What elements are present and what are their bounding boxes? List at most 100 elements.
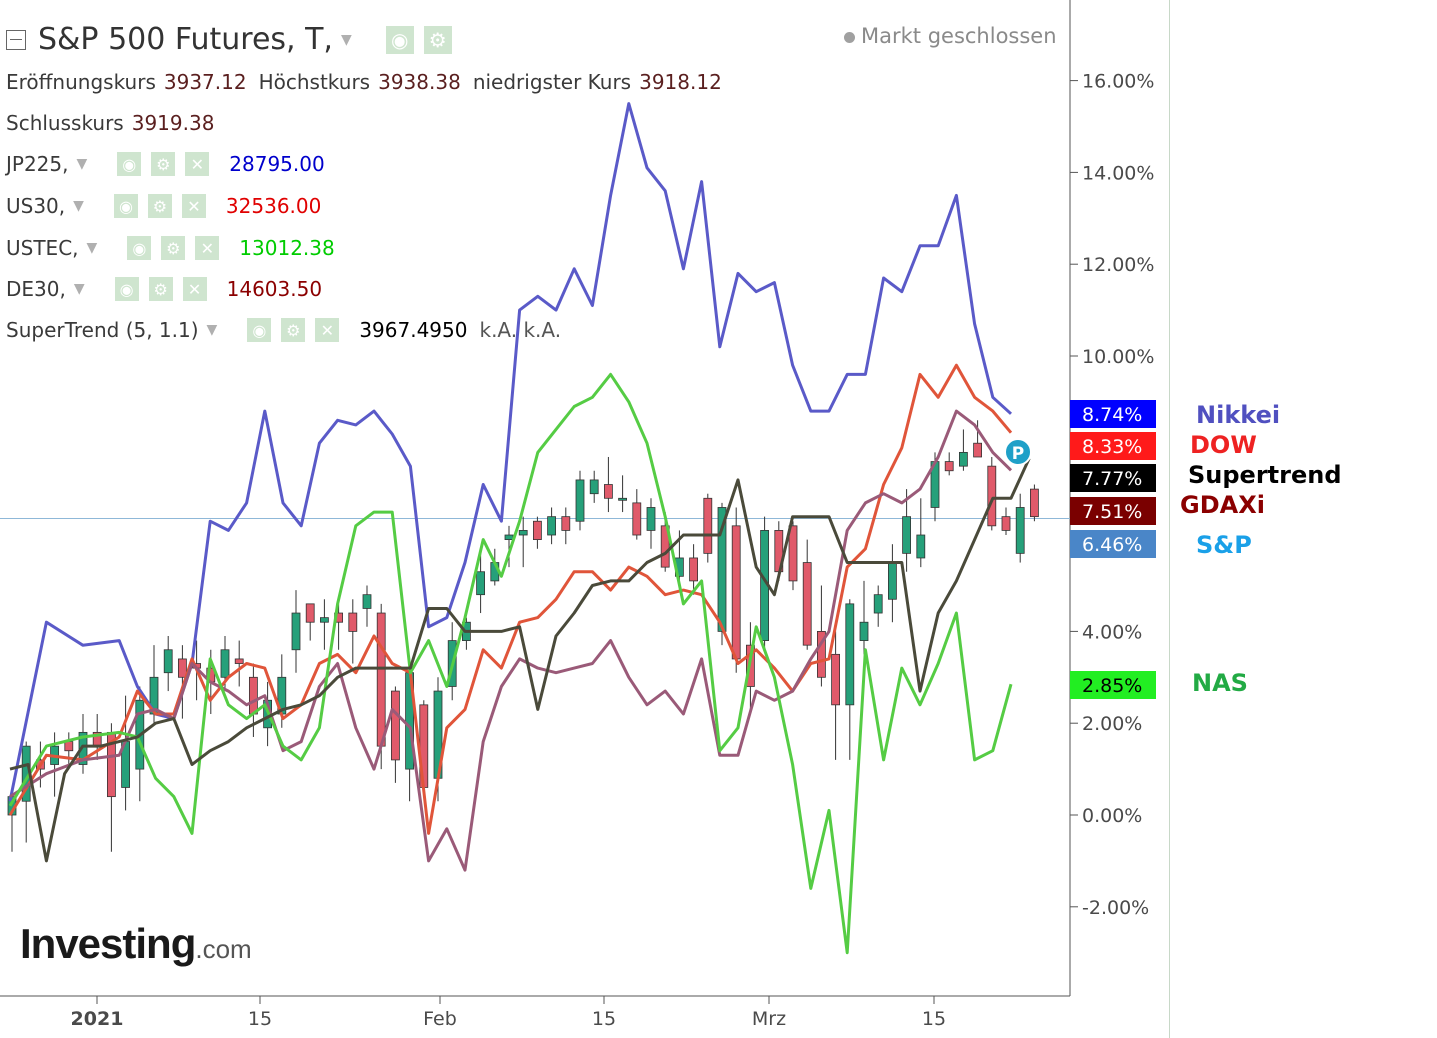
candle-body	[802, 562, 812, 646]
candle-body	[518, 530, 528, 536]
eye-icon[interactable]: ◉	[114, 277, 139, 301]
price-tag-label: 7.51%	[1082, 501, 1142, 523]
close-icon[interactable]: ✕	[182, 277, 207, 301]
x-tick-label: Feb	[423, 1008, 457, 1030]
candle-body	[390, 690, 400, 761]
candle-body	[248, 676, 258, 715]
candle-body	[845, 603, 855, 706]
candle-body	[873, 594, 883, 614]
indicator-name: JP225,	[6, 152, 69, 176]
eye-icon[interactable]: ◉	[113, 194, 138, 218]
gear-icon[interactable]: ⚙	[147, 194, 172, 218]
chevron-down-icon[interactable]: ▼	[73, 281, 85, 297]
candle-body	[504, 534, 514, 541]
chevron-down-icon[interactable]: ▼	[206, 322, 218, 338]
y-tick-label: 4.00%	[1082, 621, 1142, 643]
close-icon[interactable]: ✕	[195, 236, 220, 260]
series-line-supertrend	[9, 457, 1031, 863]
chevron-down-icon[interactable]: ▼	[73, 198, 84, 214]
indicator-row-supertrend: SuperTrend (5, 1.1) ▼ ◉ ⚙ ✕ 3967.4950 k.…	[6, 318, 561, 342]
eye-icon[interactable]: ◉	[117, 152, 142, 176]
candle-body	[476, 571, 486, 596]
y-tick-label: 16.00%	[1082, 71, 1154, 93]
ohlc-row: Eröffnungskurs 3937.12 Höchstkurs 3938.3…	[6, 70, 722, 94]
x-tick-label: 15	[592, 1008, 616, 1030]
candle-body	[319, 617, 329, 623]
indicator-value: 28795.00	[229, 152, 325, 176]
indicator-row-jp225: JP225, ▼ ◉ ⚙ ✕ 28795.00	[6, 152, 325, 176]
x-tick-label: 2021	[71, 1008, 124, 1030]
price-tag-label: 7.77%	[1082, 468, 1142, 490]
legend-label-nikkei: Nikkei	[1196, 401, 1281, 429]
candle-body	[859, 621, 869, 641]
y-tick-label: 0.00%	[1082, 805, 1142, 827]
candle-body	[575, 479, 585, 522]
gear-icon[interactable]: ⚙	[281, 318, 306, 342]
market-status: Markt geschlossen	[844, 24, 1057, 48]
logo-brand: Investing	[20, 920, 196, 967]
candle-body	[305, 603, 315, 623]
open-label: Eröffnungskurs	[6, 70, 156, 94]
chevron-down-icon[interactable]: ▼	[76, 156, 88, 172]
candle-body	[703, 497, 713, 554]
price-tag-box	[1070, 497, 1156, 525]
candle-body	[916, 534, 926, 559]
chevron-down-icon[interactable]: ▼	[86, 240, 98, 256]
series-line-dow	[8, 363, 1013, 835]
candle-body	[177, 658, 187, 678]
candle-body	[717, 507, 727, 632]
p-marker-label: P	[1012, 444, 1024, 464]
gear-icon[interactable]: ⚙	[423, 25, 452, 54]
close-row: Schlusskurs 3919.38	[6, 111, 214, 135]
price-tag-box	[1070, 432, 1156, 460]
indicator-value: 13012.38	[239, 236, 335, 260]
candle-body	[689, 557, 698, 582]
eye-icon[interactable]: ◉	[127, 236, 152, 260]
candle-body	[817, 631, 826, 678]
high-label: Höchstkurs	[258, 70, 371, 94]
candle-body	[234, 658, 244, 664]
chevron-down-icon[interactable]: ▼	[340, 31, 352, 48]
p-marker	[1004, 438, 1032, 466]
candle-body	[64, 741, 74, 752]
close-icon[interactable]: ✕	[185, 152, 210, 176]
y-tick-label: 14.00%	[1082, 162, 1154, 184]
plot-area[interactable]: 16.00% 14.00% 12.00% 10.00% 4.00% 2.00% 0.00% -…	[0, 0, 1170, 1038]
x-tick-label: 15	[248, 1008, 272, 1030]
minimize-icon[interactable]	[6, 29, 26, 50]
legend-label-dow: DOW	[1190, 431, 1257, 459]
indicator-value: 3967.4950	[359, 318, 468, 342]
price-tag-box	[1070, 671, 1156, 699]
candle-body	[291, 612, 301, 651]
indicator-name: SuperTrend (5, 1.1)	[6, 318, 199, 342]
candle-body	[632, 502, 642, 536]
gear-icon[interactable]: ⚙	[148, 277, 173, 301]
indicator-row-ustec: USTEC, ▼ ◉ ⚙ ✕ 13012.38	[6, 236, 335, 260]
candle-body	[220, 649, 230, 678]
y-tick-label: 2.00%	[1082, 713, 1142, 735]
gear-icon[interactable]: ⚙	[161, 236, 186, 260]
close-icon[interactable]: ✕	[181, 194, 206, 218]
eye-icon[interactable]: ◉	[247, 318, 272, 342]
candle-body	[376, 612, 386, 747]
candle-body	[902, 516, 911, 554]
candle-body	[561, 516, 571, 531]
indicator-row-us30: US30, ▼ ◉ ⚙ ✕ 32536.00	[6, 194, 321, 218]
candle-body	[973, 442, 982, 458]
candle-body	[547, 516, 556, 536]
chart-title-row: S&P 500 Futures, T, ▼ ◉ ⚙	[6, 22, 454, 57]
price-tag-box	[1070, 464, 1156, 492]
close-icon[interactable]: ✕	[315, 318, 340, 342]
market-status-label: Markt geschlossen	[861, 24, 1057, 48]
indicator-value: 14603.50	[226, 277, 323, 301]
candle-body	[362, 594, 372, 609]
price-tag-box	[1070, 400, 1156, 428]
legend-label-gdaxi: GDAXi	[1180, 491, 1265, 519]
candle-body	[987, 465, 997, 527]
chart-title: S&P 500 Futures, T,	[38, 22, 333, 57]
gear-icon[interactable]: ⚙	[151, 152, 176, 176]
low-value: 3918.12	[639, 70, 722, 94]
candle-body	[944, 461, 954, 472]
eye-icon[interactable]: ◉	[385, 25, 414, 54]
candle-body	[1001, 516, 1011, 531]
